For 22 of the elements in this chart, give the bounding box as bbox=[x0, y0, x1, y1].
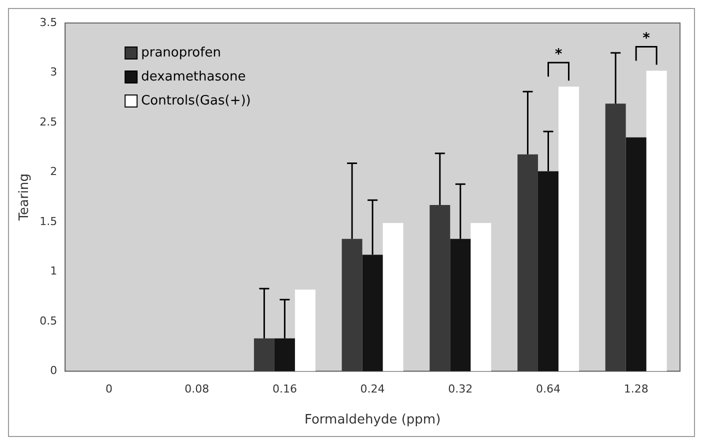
legend-label: pranoprofen bbox=[141, 45, 221, 60]
legend-label: dexamethasone bbox=[141, 69, 246, 84]
y-tick-label: 0 bbox=[50, 364, 58, 378]
x-tick-label: 0.64 bbox=[536, 382, 560, 396]
x-axis-title: Formaldehyde (ppm) bbox=[304, 412, 441, 428]
annotation: * bbox=[554, 46, 563, 62]
y-axis-title: Tearing bbox=[17, 174, 32, 222]
y-tick-label: 0.5 bbox=[40, 314, 58, 328]
x-tick-label: 1.28 bbox=[624, 382, 648, 396]
annotation: * bbox=[642, 30, 651, 46]
x-tick-label: 0.24 bbox=[360, 382, 385, 396]
x-tick-label: 0.08 bbox=[184, 382, 210, 396]
legend-label: Controls(Gas(+)) bbox=[141, 93, 251, 108]
y-tick-label: 1 bbox=[50, 264, 58, 278]
y-tick-label: 1.5 bbox=[40, 214, 58, 228]
y-tick-label: 2 bbox=[50, 165, 58, 178]
y-tick-label: 2.5 bbox=[40, 115, 58, 128]
x-tick-label: 0.16 bbox=[272, 382, 297, 396]
y-tick-label: 3 bbox=[50, 66, 58, 79]
x-tick-label: 0.32 bbox=[448, 382, 473, 396]
y-tick-label: 3.5 bbox=[40, 16, 58, 29]
x-tick-label: 0 bbox=[106, 382, 113, 396]
